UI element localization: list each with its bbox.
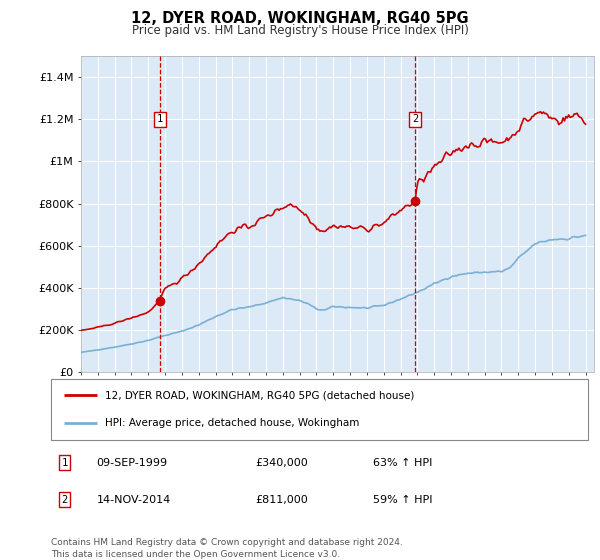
Text: HPI: Average price, detached house, Wokingham: HPI: Average price, detached house, Woki… <box>105 418 359 428</box>
Text: 59% ↑ HPI: 59% ↑ HPI <box>373 494 433 505</box>
Text: 14-NOV-2014: 14-NOV-2014 <box>97 494 171 505</box>
Text: 1: 1 <box>157 114 163 124</box>
Text: 2: 2 <box>61 494 68 505</box>
Text: £811,000: £811,000 <box>255 494 308 505</box>
Text: 63% ↑ HPI: 63% ↑ HPI <box>373 458 433 468</box>
Text: Price paid vs. HM Land Registry's House Price Index (HPI): Price paid vs. HM Land Registry's House … <box>131 24 469 36</box>
Text: 1: 1 <box>61 458 68 468</box>
Text: 2: 2 <box>412 114 418 124</box>
Text: 12, DYER ROAD, WOKINGHAM, RG40 5PG: 12, DYER ROAD, WOKINGHAM, RG40 5PG <box>131 11 469 26</box>
Text: 12, DYER ROAD, WOKINGHAM, RG40 5PG (detached house): 12, DYER ROAD, WOKINGHAM, RG40 5PG (deta… <box>105 390 414 400</box>
Text: Contains HM Land Registry data © Crown copyright and database right 2024.
This d: Contains HM Land Registry data © Crown c… <box>51 538 403 559</box>
Text: £340,000: £340,000 <box>255 458 308 468</box>
Text: 09-SEP-1999: 09-SEP-1999 <box>97 458 168 468</box>
